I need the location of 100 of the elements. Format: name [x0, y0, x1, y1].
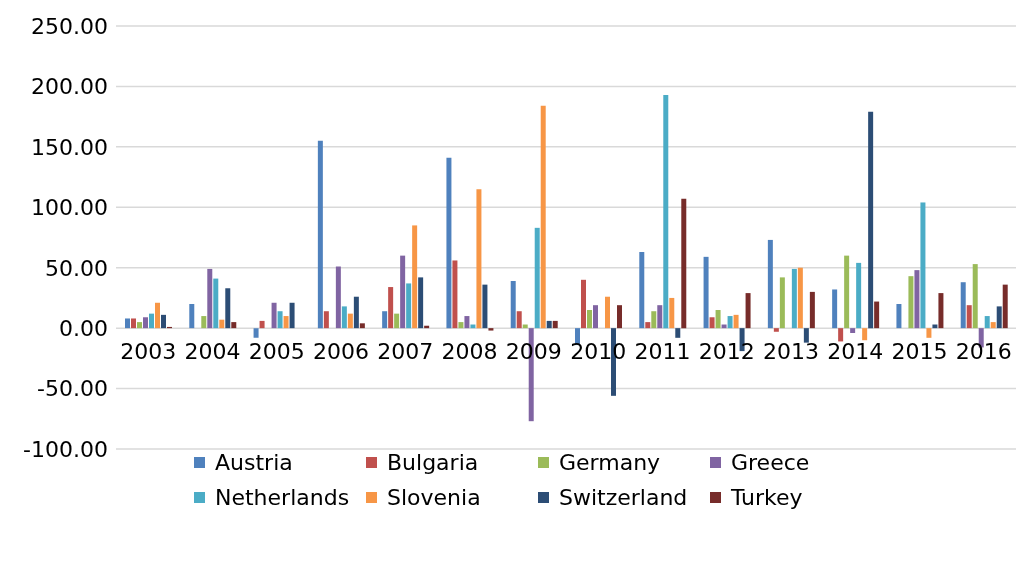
bar — [593, 305, 598, 329]
bar — [938, 293, 944, 329]
bar — [651, 311, 657, 329]
bar — [149, 313, 154, 329]
x-tick-label: 2006 — [313, 339, 369, 365]
bar — [773, 328, 779, 332]
x-tick-label: 2012 — [698, 339, 755, 365]
bar — [271, 302, 277, 329]
bar — [996, 306, 1002, 329]
bar — [681, 198, 687, 329]
x-tick-label: 2014 — [827, 339, 884, 365]
bar — [546, 320, 552, 329]
bar — [663, 94, 669, 329]
bar — [709, 317, 715, 329]
bar — [189, 303, 195, 329]
y-tick-label: -50.00 — [37, 376, 108, 402]
x-tick-label: 2004 — [184, 339, 241, 365]
bar — [966, 305, 972, 329]
bar — [960, 282, 966, 329]
bar — [458, 322, 464, 329]
bar — [161, 314, 166, 329]
bar — [745, 293, 751, 329]
x-tick-label: 2008 — [441, 339, 498, 365]
bar — [253, 328, 259, 338]
legend-label: Austria — [215, 450, 293, 475]
bar — [289, 302, 295, 329]
bar — [669, 297, 675, 329]
bar — [803, 328, 809, 343]
x-tick-label: 2013 — [763, 339, 819, 365]
bar — [675, 328, 681, 338]
y-tick-label: 0.00 — [59, 315, 108, 341]
bar — [727, 316, 733, 329]
bar — [400, 255, 406, 329]
bar — [972, 264, 978, 329]
bar — [382, 311, 388, 329]
bar — [844, 255, 850, 329]
bar — [446, 157, 452, 329]
y-tick-label: 50.00 — [45, 255, 108, 281]
legend-label: Germany — [559, 450, 661, 475]
bar — [207, 268, 213, 329]
y-tick-label: 100.00 — [31, 195, 108, 221]
bar — [581, 279, 586, 329]
legend-label: Turkey — [731, 485, 803, 510]
x-tick-label: 2016 — [955, 339, 1012, 365]
bar — [283, 316, 289, 329]
bar — [552, 320, 558, 329]
y-tick-label: 200.00 — [31, 74, 108, 100]
bar — [347, 313, 353, 329]
legend-label: Switzerland — [559, 485, 688, 510]
bar — [412, 225, 418, 329]
bar — [990, 322, 996, 329]
bar — [850, 328, 856, 333]
bar — [896, 303, 902, 329]
bar — [914, 270, 920, 329]
legend-label: Netherlands — [215, 485, 350, 510]
bar — [335, 266, 341, 329]
bar — [219, 319, 225, 329]
bar — [464, 316, 470, 329]
bar — [791, 268, 797, 329]
bar — [353, 296, 359, 329]
x-tick-label: 2011 — [634, 339, 691, 365]
bar — [277, 311, 283, 329]
bar — [341, 306, 347, 329]
bar — [733, 314, 739, 329]
bar — [394, 313, 400, 329]
bar — [155, 302, 160, 329]
bar — [317, 140, 323, 329]
bar — [488, 328, 494, 331]
bar — [143, 317, 148, 329]
bar — [137, 322, 142, 329]
bar — [452, 260, 458, 329]
bar — [767, 239, 773, 329]
bar — [856, 262, 862, 329]
bar — [920, 202, 926, 329]
legend-label: Bulgaria — [387, 450, 479, 475]
bar — [125, 318, 130, 329]
bar — [201, 316, 207, 329]
bar — [832, 289, 838, 329]
x-tick-label: 2005 — [248, 339, 305, 365]
x-tick-label: 2003 — [120, 339, 177, 365]
bar — [406, 283, 412, 329]
bar — [1002, 284, 1008, 329]
y-tick-label: 150.00 — [31, 134, 108, 160]
bar — [388, 287, 394, 329]
bar — [779, 277, 785, 329]
bar — [231, 322, 237, 329]
bar — [510, 281, 516, 329]
bar — [809, 291, 815, 329]
x-tick-label: 2007 — [377, 339, 434, 365]
bar — [868, 111, 874, 329]
bar — [323, 311, 329, 329]
bar — [908, 276, 914, 329]
bar — [838, 328, 844, 342]
y-tick-label: -100.00 — [23, 436, 108, 462]
legend-label: Greece — [731, 450, 810, 475]
bar — [225, 288, 231, 329]
bar — [131, 318, 136, 329]
bar — [657, 305, 663, 329]
y-tick-label: 250.00 — [31, 13, 108, 39]
bar — [259, 320, 265, 329]
